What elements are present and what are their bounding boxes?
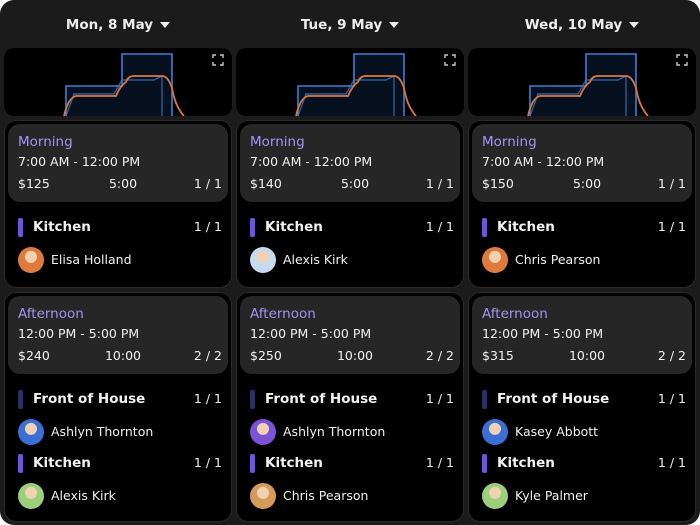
avatar	[250, 419, 276, 445]
shift-pay: $125	[18, 176, 50, 191]
caret-icon	[160, 22, 171, 28]
shift-hours: 5:00	[108, 176, 138, 191]
date-label: Wed, 10 May	[524, 17, 623, 33]
role-name: Kitchen	[497, 455, 555, 471]
shift-card	[8, 124, 228, 202]
avatar	[482, 247, 508, 273]
person-name: Ashlyn Thornton	[51, 424, 154, 439]
role-count: 1 / 1	[193, 219, 222, 234]
shift-time: 7:00 AM - 12:00 PM	[482, 154, 605, 169]
shift-hours: 10:00	[336, 348, 374, 363]
shift-fill: 1 / 1	[425, 176, 454, 191]
date-dropdown[interactable]: Tue, 9 May	[236, 14, 464, 36]
date-dropdown[interactable]: Mon, 8 May	[4, 14, 232, 36]
shift-time: 12:00 PM - 5:00 PM	[482, 326, 604, 341]
role-bar	[250, 218, 255, 237]
role-bar	[482, 454, 487, 473]
shift-name: Morning	[18, 134, 73, 150]
shift-pay: $240	[18, 348, 50, 363]
person-name: Elisa Holland	[51, 252, 132, 267]
avatar	[482, 419, 508, 445]
role-count: 1 / 1	[425, 455, 454, 470]
role-name: Kitchen	[33, 455, 91, 471]
role-name: Front of House	[265, 391, 378, 407]
shift-card	[240, 296, 460, 374]
shift-pay: $140	[250, 176, 282, 191]
avatar	[18, 247, 44, 273]
role-count: 1 / 1	[193, 455, 222, 470]
shift-card	[472, 124, 692, 202]
shift-pay: $150	[482, 176, 514, 191]
shift-pay: $250	[250, 348, 282, 363]
shift-fill: 2 / 2	[657, 348, 686, 363]
shift-card	[8, 296, 228, 374]
role-name: Front of House	[497, 391, 610, 407]
role-bar	[18, 390, 23, 409]
role-name: Kitchen	[265, 219, 323, 235]
avatar	[18, 419, 44, 445]
caret-icon	[389, 22, 400, 28]
role-count: 1 / 1	[657, 219, 686, 234]
role-bar	[18, 218, 23, 237]
shift-name: Afternoon	[18, 306, 84, 322]
person-name: Alexis Kirk	[51, 488, 116, 503]
shift-hours: 5:00	[572, 176, 602, 191]
person-name: Kyle Palmer	[515, 488, 588, 503]
date-label: Tue, 9 May	[300, 17, 383, 33]
shift-time: 12:00 PM - 5:00 PM	[18, 326, 140, 341]
role-count: 1 / 1	[657, 391, 686, 406]
role-name: Front of House	[33, 391, 146, 407]
shift-hours: 10:00	[104, 348, 142, 363]
shift-fill: 2 / 2	[425, 348, 454, 363]
mini-chart	[236, 48, 464, 116]
shift-pay: $315	[482, 348, 514, 363]
mini-chart	[468, 48, 696, 116]
role-bar	[250, 390, 255, 409]
role-count: 1 / 1	[193, 391, 222, 406]
role-name: Kitchen	[33, 219, 91, 235]
shift-time: 12:00 PM - 5:00 PM	[250, 326, 372, 341]
shift-fill: 1 / 1	[193, 176, 222, 191]
shift-card	[472, 296, 692, 374]
expand-icon[interactable]	[212, 54, 224, 66]
role-name: Kitchen	[265, 455, 323, 471]
shift-name: Morning	[250, 134, 305, 150]
person-name: Alexis Kirk	[283, 252, 348, 267]
shift-time: 7:00 AM - 12:00 PM	[250, 154, 373, 169]
role-name: Kitchen	[497, 219, 555, 235]
date-dropdown[interactable]: Wed, 10 May	[468, 14, 696, 36]
role-count: 1 / 1	[425, 219, 454, 234]
role-bar	[482, 218, 487, 237]
role-count: 1 / 1	[425, 391, 454, 406]
mini-chart	[4, 48, 232, 116]
shift-fill: 1 / 1	[657, 176, 686, 191]
shift-card	[240, 124, 460, 202]
date-label: Mon, 8 May	[65, 17, 154, 33]
role-bar	[482, 390, 487, 409]
shift-hours: 5:00	[340, 176, 370, 191]
role-bar	[18, 454, 23, 473]
expand-icon[interactable]	[444, 54, 456, 66]
expand-icon[interactable]	[676, 54, 688, 66]
person-name: Kasey Abbott	[515, 424, 599, 439]
avatar	[250, 483, 276, 509]
person-name: Chris Pearson	[283, 488, 369, 503]
role-bar	[250, 454, 255, 473]
avatar	[18, 483, 44, 509]
avatar	[250, 247, 276, 273]
shift-name: Afternoon	[482, 306, 548, 322]
avatar	[482, 483, 508, 509]
shift-name: Afternoon	[250, 306, 316, 322]
person-name: Ashlyn Thornton	[283, 424, 386, 439]
shift-name: Morning	[482, 134, 537, 150]
shift-fill: 2 / 2	[193, 348, 222, 363]
role-count: 1 / 1	[657, 455, 686, 470]
caret-icon	[629, 22, 640, 28]
shift-hours: 10:00	[568, 348, 606, 363]
person-name: Chris Pearson	[515, 252, 601, 267]
shift-time: 7:00 AM - 12:00 PM	[18, 154, 141, 169]
